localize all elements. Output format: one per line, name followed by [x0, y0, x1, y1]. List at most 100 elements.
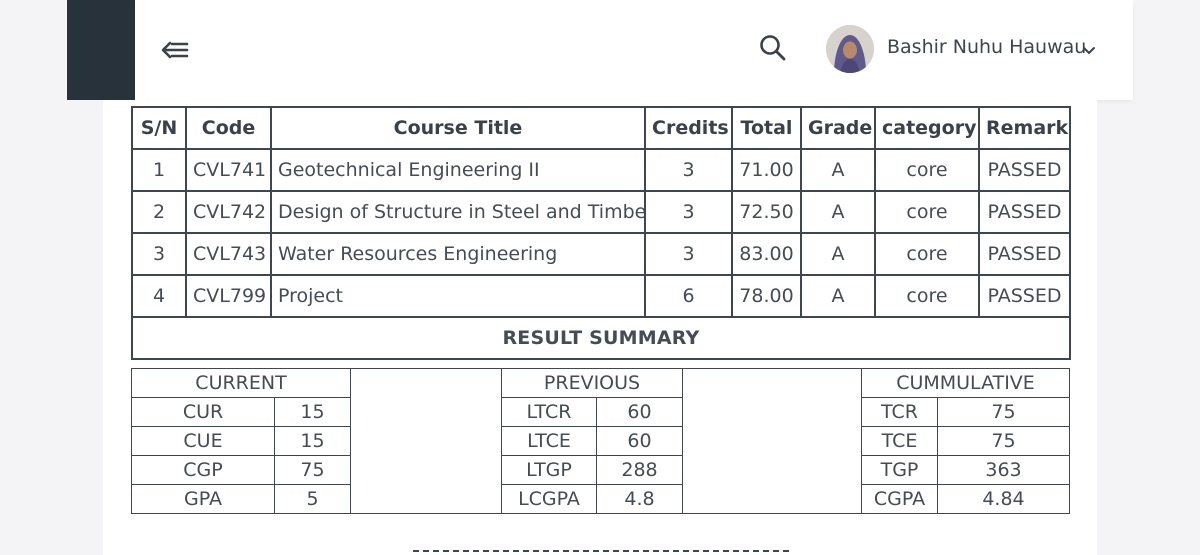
cell-grade: A: [800, 274, 876, 318]
user-name[interactable]: Bashir Nuhu Hauwau: [887, 36, 1087, 58]
cell-remark: PASSED: [978, 148, 1071, 192]
col-header-sn: S/N: [131, 106, 187, 150]
cell-credits: 3: [644, 190, 733, 234]
cell-category: core: [874, 274, 980, 318]
col-header-course-title: Course Title: [270, 106, 646, 150]
sidebar-strip: [67, 0, 135, 100]
summary-key: LTCE: [501, 426, 597, 456]
summary-row: TGP 363: [861, 455, 1070, 485]
summary-value: 60: [596, 397, 683, 427]
col-header-category: category: [874, 106, 980, 150]
summary-row: GPA 5: [131, 484, 351, 514]
cell-category: core: [874, 148, 980, 192]
summary-key: CGP: [131, 455, 275, 485]
summary-value: 15: [274, 397, 351, 427]
summary-row: LTGP 288: [501, 455, 683, 485]
table-row: 4 CVL799 Project 6 78.00 A core PASSED: [131, 274, 1071, 318]
col-header-remark: Remark: [978, 106, 1071, 150]
summary-value: 363: [937, 455, 1070, 485]
summary-row: TCR 75: [861, 397, 1070, 427]
summary-value: 288: [596, 455, 683, 485]
summary-key: TGP: [861, 455, 938, 485]
result-card: S/N Code Course Title Credits Total Grad…: [103, 100, 1097, 555]
summary-row: CGP 75: [131, 455, 351, 485]
summary-current-table: CURRENT CUR 15 CUE 15 CGP 75 GPA 5: [131, 368, 351, 514]
summary-key: CUE: [131, 426, 275, 456]
cell-sn: 2: [131, 190, 187, 234]
top-navbar: Bashir Nuhu Hauwau: [135, 0, 1133, 100]
table-row: 1 CVL741 Geotechnical Engineering II 3 7…: [131, 148, 1071, 192]
summary-value: 75: [274, 455, 351, 485]
summary-spacer: [350, 368, 501, 514]
cell-category: core: [874, 232, 980, 276]
summary-key: LTGP: [501, 455, 597, 485]
col-header-grade: Grade: [800, 106, 876, 150]
table-header-row: S/N Code Course Title Credits Total Grad…: [131, 106, 1071, 150]
summary-key: CGPA: [861, 484, 938, 514]
cell-course-title: Water Resources Engineering: [270, 232, 646, 276]
summary-key: TCE: [861, 426, 938, 456]
cell-grade: A: [800, 232, 876, 276]
search-icon[interactable]: [757, 32, 789, 64]
summary-value: 75: [937, 426, 1070, 456]
cell-course-title: Design of Structure in Steel and Timber: [270, 190, 646, 234]
col-header-code: Code: [185, 106, 272, 150]
table-row: 3 CVL743 Water Resources Engineering 3 8…: [131, 232, 1071, 276]
summary-previous-label: PREVIOUS: [501, 368, 683, 398]
summary-value: 4.8: [596, 484, 683, 514]
cell-code: CVL742: [185, 190, 272, 234]
summary-key: LTCR: [501, 397, 597, 427]
summary-cumulative-label: CUMMULATIVE: [861, 368, 1070, 398]
summary-row: LTCR 60: [501, 397, 683, 427]
cell-total: 83.00: [731, 232, 802, 276]
summary-current-label: CURRENT: [131, 368, 351, 398]
summary-value: 60: [596, 426, 683, 456]
courses-table: S/N Code Course Title Credits Total Grad…: [131, 106, 1071, 360]
cell-code: CVL799: [185, 274, 272, 318]
summary-row: CGPA 4.84: [861, 484, 1070, 514]
cell-code: CVL743: [185, 232, 272, 276]
cell-remark: PASSED: [978, 190, 1071, 234]
table-row: 2 CVL742 Design of Structure in Steel an…: [131, 190, 1071, 234]
cell-sn: 4: [131, 274, 187, 318]
cell-sn: 3: [131, 232, 187, 276]
cell-credits: 6: [644, 274, 733, 318]
cell-course-title: Project: [270, 274, 646, 318]
cell-grade: A: [800, 148, 876, 192]
summary-row: LTCE 60: [501, 426, 683, 456]
summary-value: 15: [274, 426, 351, 456]
avatar[interactable]: [826, 25, 874, 73]
cell-category: core: [874, 190, 980, 234]
cell-code: CVL741: [185, 148, 272, 192]
cell-remark: PASSED: [978, 274, 1071, 318]
summary-key: TCR: [861, 397, 938, 427]
cell-course-title: Geotechnical Engineering II: [270, 148, 646, 192]
summary-key: GPA: [131, 484, 275, 514]
cell-credits: 3: [644, 232, 733, 276]
result-summary-title: RESULT SUMMARY: [131, 316, 1071, 360]
summary-row: TCE 75: [861, 426, 1070, 456]
cell-total: 72.50: [731, 190, 802, 234]
col-header-total: Total: [731, 106, 802, 150]
summary-spacer: [682, 368, 861, 514]
summary-value: 4.84: [937, 484, 1070, 514]
chevron-down-icon[interactable]: [1082, 42, 1096, 55]
summary-cumulative-table: CUMMULATIVE TCR 75 TCE 75 TGP 363 CGPA 4.84: [861, 368, 1070, 514]
col-header-credits: Credits: [644, 106, 733, 150]
summary-row: CUR 15: [131, 397, 351, 427]
cell-total: 78.00: [731, 274, 802, 318]
cell-total: 71.00: [731, 148, 802, 192]
summary-key: LCGPA: [501, 484, 597, 514]
summary-row: LCGPA 4.8: [501, 484, 683, 514]
cell-sn: 1: [131, 148, 187, 192]
summary-value: 5: [274, 484, 351, 514]
cell-remark: PASSED: [978, 232, 1071, 276]
cell-grade: A: [800, 190, 876, 234]
summary-previous-table: PREVIOUS LTCR 60 LTCE 60 LTGP 288 LCGPA 4.8: [501, 368, 683, 514]
dashed-divider: [413, 550, 789, 552]
result-summary-row: RESULT SUMMARY: [131, 316, 1071, 360]
summary-row: CUE 15: [131, 426, 351, 456]
summary-key: CUR: [131, 397, 275, 427]
menu-collapse-icon[interactable]: [159, 36, 191, 64]
summary-value: 75: [937, 397, 1070, 427]
